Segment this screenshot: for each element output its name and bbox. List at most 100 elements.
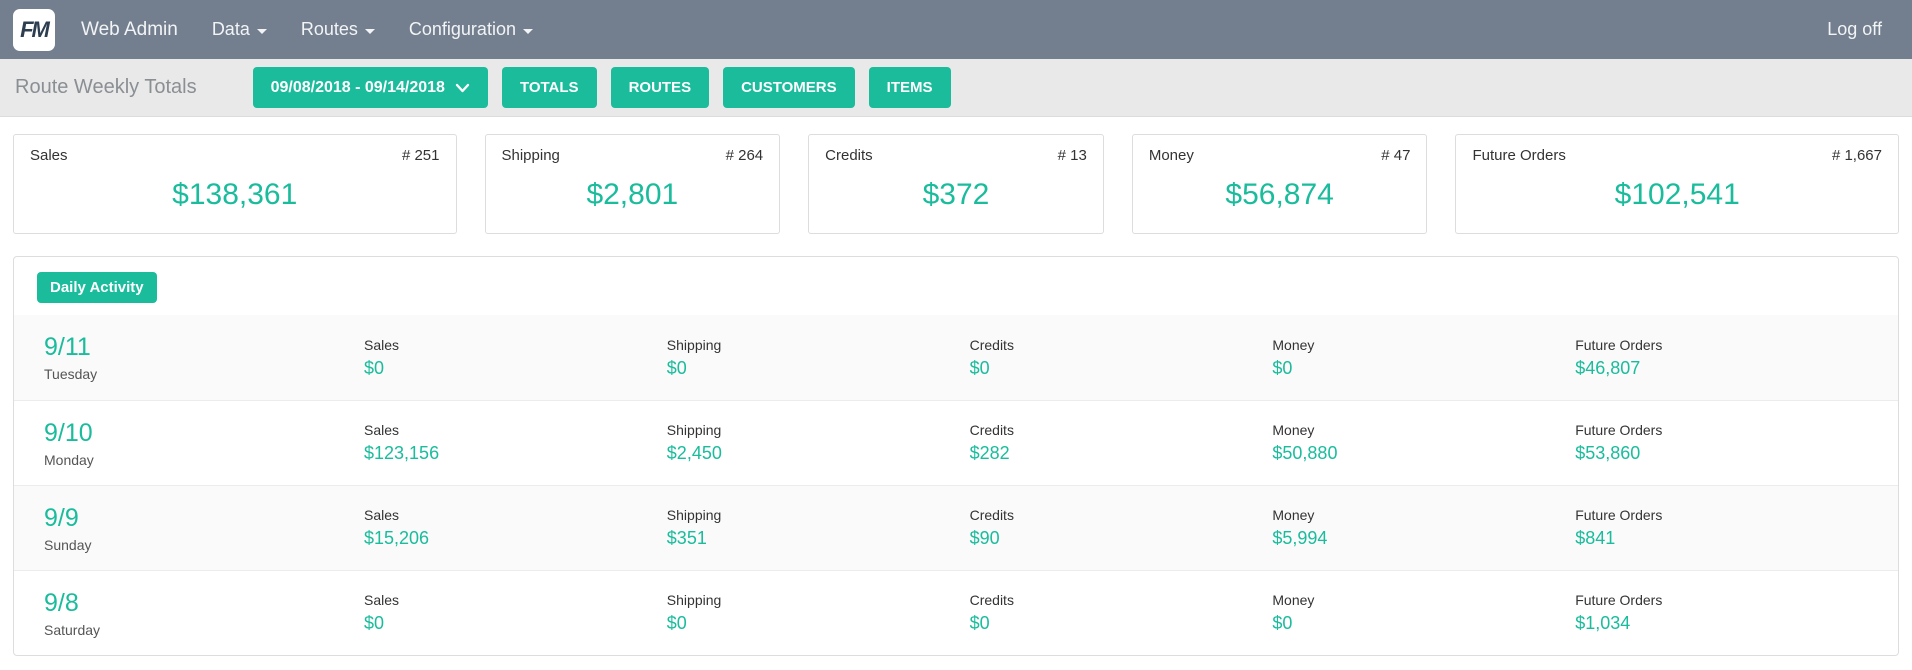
daily-cell-future-orders: Future Orders $841 (1575, 507, 1878, 549)
card-count: # 13 (1057, 147, 1087, 164)
cell-label: Sales (364, 592, 400, 608)
menu-configuration[interactable]: Configuration (409, 19, 533, 40)
card-value: $56,874 (1225, 178, 1334, 211)
cell-value: $0 (666, 613, 687, 633)
row-date: 9/10 (44, 418, 93, 447)
cell-value: $46,807 (1575, 357, 1641, 378)
date-cell: 9/8 Saturday (44, 589, 364, 638)
daily-row: 9/8 Saturday Sales $0 Shipping $0 Credit… (14, 570, 1898, 655)
menu-data-label: Data (211, 19, 250, 39)
chevron-down-icon (256, 28, 267, 34)
card-label: Shipping (501, 147, 560, 164)
daily-cell-future-orders: Future Orders $46,807 (1575, 337, 1878, 379)
cell-value: $15,206 (364, 528, 430, 548)
summary-card-money: Money # 47 $56,874 (1131, 134, 1428, 234)
cell-value: $50,880 (1272, 443, 1338, 463)
menu-routes-label: Routes (300, 19, 358, 39)
top-navbar: FM Web Admin Data Routes Configuration L… (0, 0, 1912, 59)
card-label: Sales (30, 147, 68, 164)
card-value: $138,361 (172, 178, 298, 211)
cell-value: $2,450 (666, 443, 722, 463)
row-date: 9/11 (44, 333, 91, 361)
card-header: Future Orders # 1,667 (1472, 147, 1882, 164)
daily-cell-money: Money $0 (1272, 337, 1575, 379)
brand-title[interactable]: Web Admin (81, 18, 178, 40)
daily-cell-shipping: Shipping $2,450 (667, 422, 970, 464)
cell-value: $0 (364, 357, 385, 378)
menu-routes[interactable]: Routes (301, 19, 375, 40)
daily-cell-shipping: Shipping $0 (667, 337, 970, 379)
daily-cell-credits: Credits $0 (970, 337, 1273, 379)
row-day: Monday (44, 451, 94, 468)
daily-cell-sales: Sales $0 (364, 592, 667, 634)
cell-label: Shipping (666, 592, 722, 608)
cell-value: $841 (1575, 528, 1616, 548)
daily-cell-credits: Credits $0 (970, 592, 1273, 634)
app-logo-text: FM (20, 16, 50, 42)
card-value: $102,541 (1614, 178, 1740, 211)
daily-cell-sales: Sales $0 (364, 337, 667, 379)
daily-row: 9/10 Monday Sales $123,156 Shipping $2,4… (14, 400, 1898, 485)
cell-label: Money (1272, 592, 1315, 608)
cell-label: Sales (364, 422, 400, 438)
summary-card-sales: Sales # 251 $138,361 (13, 134, 457, 234)
totals-button[interactable]: TOTALS (501, 67, 597, 108)
page-title: Route Weekly Totals (15, 76, 197, 98)
cell-label: Sales (364, 507, 400, 523)
card-header: Money # 47 (1149, 147, 1411, 164)
date-range-button[interactable]: 09/08/2018 - 09/14/2018 (252, 67, 488, 108)
cell-label: Credits (969, 507, 1014, 523)
daily-cell-money: Money $5,994 (1272, 507, 1575, 549)
cell-value: $90 (969, 528, 1000, 548)
app-logo[interactable]: FM (13, 8, 55, 51)
date-cell: 9/9 Sunday (44, 504, 364, 553)
card-label: Credits (825, 147, 873, 164)
card-value: $372 (922, 178, 990, 211)
toolbar: Route Weekly Totals 09/08/2018 - 09/14/2… (0, 59, 1912, 117)
card-label: Money (1148, 147, 1194, 164)
cell-label: Credits (969, 592, 1014, 608)
card-value: $2,801 (586, 178, 679, 211)
cell-label: Credits (969, 336, 1014, 353)
cell-label: Shipping (666, 422, 722, 438)
cell-value: $1,034 (1575, 613, 1631, 633)
cell-label: Money (1272, 422, 1315, 438)
daily-cell-money: Money $50,880 (1272, 422, 1575, 464)
row-day: Sunday (44, 536, 92, 553)
cell-value: $0 (1272, 613, 1293, 633)
card-label: Future Orders (1472, 147, 1566, 164)
date-cell: 9/11 Tuesday (44, 333, 364, 382)
cell-value: $282 (969, 443, 1010, 463)
summary-cards-row: Sales # 251 $138,361 Shipping # 264 $2,8… (0, 134, 1912, 234)
cell-value: $0 (666, 357, 687, 378)
daily-activity-panel: Daily Activity 9/11 Tuesday Sales $0 Shi… (13, 256, 1899, 656)
chevron-down-icon (522, 28, 533, 34)
chevron-down-icon (364, 28, 375, 34)
row-day: Saturday (44, 621, 101, 638)
main-content: Sales # 251 $138,361 Shipping # 264 $2,8… (0, 117, 1912, 670)
cell-value: $53,860 (1575, 443, 1641, 463)
chevron-down-icon (455, 83, 470, 92)
cell-value: $0 (969, 613, 990, 633)
menu-data[interactable]: Data (212, 19, 267, 40)
cell-value: $0 (1272, 357, 1293, 378)
card-header: Sales # 251 (30, 147, 440, 164)
navbar-left: FM Web Admin Data Routes Configuration (13, 8, 533, 51)
cell-label: Future Orders (1575, 592, 1663, 608)
summary-card-credits: Credits # 13 $372 (808, 134, 1104, 234)
row-date: 9/8 (44, 588, 79, 617)
items-button[interactable]: ITEMS (868, 67, 951, 108)
row-day: Tuesday (44, 366, 98, 382)
date-range-label: 09/08/2018 - 09/14/2018 (270, 78, 445, 96)
cell-value: $351 (666, 528, 707, 548)
cell-value: $0 (364, 613, 385, 633)
logoff-link[interactable]: Log off (1827, 19, 1882, 39)
routes-button[interactable]: ROUTES (610, 67, 710, 108)
cell-value: $123,156 (364, 443, 440, 463)
daily-row: 9/9 Sunday Sales $15,206 Shipping $351 C… (14, 485, 1898, 570)
cell-label: Future Orders (1575, 336, 1663, 353)
daily-cell-future-orders: Future Orders $53,860 (1575, 422, 1878, 464)
customers-button[interactable]: CUSTOMERS (723, 67, 855, 108)
card-count: # 251 (401, 147, 440, 164)
cell-label: Future Orders (1575, 507, 1663, 523)
